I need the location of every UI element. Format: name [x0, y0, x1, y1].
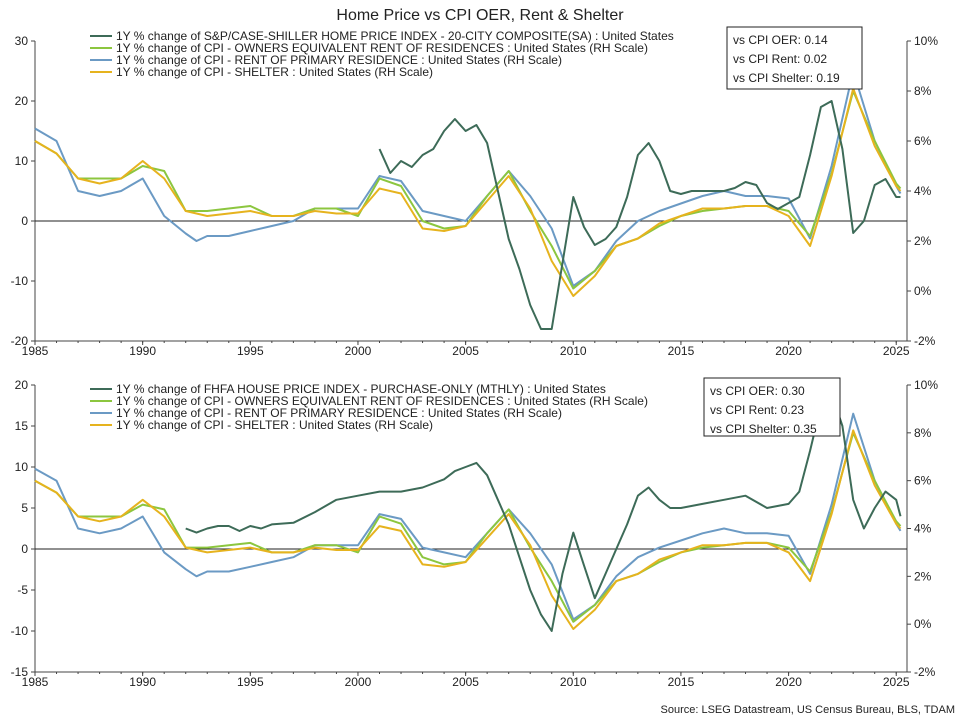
correlation-label: vs CPI Shelter: 0.19: [733, 71, 840, 85]
right-tick-label: 0%: [914, 284, 932, 298]
source-note: Source: LSEG Datastream, US Census Burea…: [661, 704, 955, 716]
left-tick-label: 10: [15, 460, 29, 474]
left-tick-label: 20: [15, 378, 29, 392]
left-tick-label: 5: [21, 501, 28, 515]
right-tick-label: 8%: [914, 84, 932, 98]
left-tick-label: -20: [11, 334, 29, 348]
right-tick-label: 2%: [914, 234, 932, 248]
right-tick-label: -2%: [914, 334, 936, 348]
x-tick-label: 2020: [775, 344, 802, 358]
left-tick-label: 30: [15, 34, 29, 48]
right-tick-label: 0%: [914, 617, 932, 631]
x-tick-label: 2020: [775, 675, 802, 689]
x-tick-label: 1995: [237, 344, 264, 358]
left-tick-label: -5: [17, 583, 28, 597]
series-line-home: [185, 392, 902, 632]
right-tick-label: 2%: [914, 569, 932, 583]
right-tick-label: 4%: [914, 522, 932, 536]
legend-label: 1Y % change of CPI - OWNERS EQUIVALENT R…: [116, 41, 648, 55]
right-tick-label: 8%: [914, 426, 932, 440]
correlation-label: vs CPI OER: 0.14: [733, 33, 828, 47]
x-tick-label: 2015: [668, 344, 695, 358]
correlation-box: [703, 377, 841, 437]
chart-title: Home Price vs CPI OER, Rent & Shelter: [336, 7, 624, 24]
x-tick-label: 2005: [452, 344, 479, 358]
correlation-label: vs CPI Rent: 0.02: [733, 52, 827, 66]
legend-label: 1Y % change of CPI - SHELTER : United St…: [116, 418, 433, 432]
x-tick-label: 2025: [883, 344, 910, 358]
series-line-oer: [34, 90, 902, 290]
x-tick-label: 1985: [22, 344, 49, 358]
x-tick-label: 2010: [560, 675, 587, 689]
left-tick-label: -15: [11, 665, 29, 679]
right-tick-label: 6%: [914, 474, 932, 488]
correlation-box: [726, 26, 863, 90]
right-tick-label: 6%: [914, 134, 932, 148]
x-tick-label: 1985: [22, 675, 49, 689]
series-line-shelter: [34, 87, 902, 297]
x-tick-label: 2000: [345, 344, 372, 358]
series-line-home: [378, 100, 901, 330]
x-tick-label: 1990: [129, 675, 156, 689]
right-tick-label: 10%: [914, 34, 938, 48]
legend-label: 1Y % change of CPI - RENT OF PRIMARY RES…: [116, 406, 562, 420]
right-tick-label: 10%: [914, 378, 938, 392]
left-tick-label: 10: [15, 154, 29, 168]
series-line-rent: [34, 412, 902, 621]
x-tick-label: 2000: [345, 675, 372, 689]
left-tick-label: 0: [21, 214, 28, 228]
left-tick-label: -10: [11, 274, 29, 288]
series-line-shelter: [34, 429, 902, 630]
legend-label: 1Y % change of FHFA HOUSE PRICE INDEX - …: [116, 382, 606, 396]
right-tick-label: -2%: [914, 665, 936, 679]
left-tick-label: -10: [11, 624, 29, 638]
correlation-label: vs CPI OER: 0.30: [710, 384, 805, 398]
x-tick-label: 2015: [668, 675, 695, 689]
legend-label: 1Y % change of S&P/CASE-SHILLER HOME PRI…: [116, 29, 674, 43]
left-tick-label: 0: [21, 542, 28, 556]
legend-label: 1Y % change of CPI - RENT OF PRIMARY RES…: [116, 53, 562, 67]
x-tick-label: 2025: [883, 675, 910, 689]
x-tick-label: 1990: [129, 344, 156, 358]
series-line-oer: [34, 431, 902, 623]
right-tick-label: 4%: [914, 184, 932, 198]
x-tick-label: 2005: [452, 675, 479, 689]
correlation-label: vs CPI Rent: 0.23: [710, 403, 804, 417]
left-tick-label: 15: [15, 419, 29, 433]
x-tick-label: 2010: [560, 344, 587, 358]
correlation-label: vs CPI Shelter: 0.35: [710, 422, 817, 436]
left-tick-label: 20: [15, 94, 29, 108]
legend-label: 1Y % change of CPI - OWNERS EQUIVALENT R…: [116, 394, 648, 408]
x-tick-label: 1995: [237, 675, 264, 689]
series-line-rent: [34, 70, 902, 287]
legend-label: 1Y % change of CPI - SHELTER : United St…: [116, 65, 433, 79]
